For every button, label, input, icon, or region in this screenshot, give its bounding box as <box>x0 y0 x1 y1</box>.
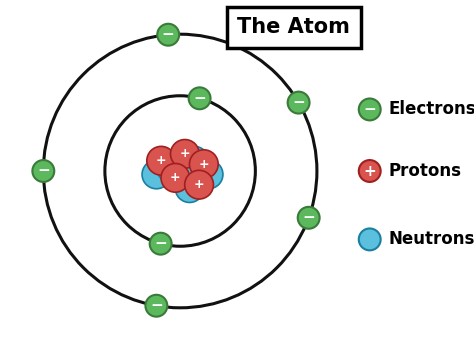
Circle shape <box>185 170 213 199</box>
Text: −: − <box>150 298 163 313</box>
Circle shape <box>150 233 172 255</box>
Text: −: − <box>364 102 376 117</box>
Text: +: + <box>156 154 166 167</box>
Text: −: − <box>292 95 305 110</box>
Circle shape <box>180 146 209 175</box>
Circle shape <box>147 146 175 175</box>
Circle shape <box>146 295 167 317</box>
Text: +: + <box>170 171 181 184</box>
Text: −: − <box>154 236 167 251</box>
Circle shape <box>189 87 210 109</box>
Text: −: − <box>193 91 206 106</box>
Text: −: − <box>162 27 174 42</box>
Circle shape <box>156 153 185 182</box>
Text: Neutrons: Neutrons <box>389 231 474 248</box>
Circle shape <box>359 228 381 250</box>
Circle shape <box>359 98 381 120</box>
Text: +: + <box>364 163 376 179</box>
Text: −: − <box>302 210 315 225</box>
Circle shape <box>175 174 204 202</box>
Circle shape <box>161 163 190 192</box>
Circle shape <box>157 24 179 46</box>
Circle shape <box>194 160 223 189</box>
Circle shape <box>190 150 218 179</box>
Circle shape <box>298 207 319 229</box>
Text: +: + <box>180 147 190 160</box>
Circle shape <box>288 92 310 114</box>
Circle shape <box>171 140 199 168</box>
Circle shape <box>142 160 171 189</box>
Text: −: − <box>37 163 50 179</box>
Text: Protons: Protons <box>389 162 462 180</box>
Text: +: + <box>194 178 204 191</box>
Text: The Atom: The Atom <box>237 17 350 37</box>
Circle shape <box>359 160 381 182</box>
Circle shape <box>32 160 54 182</box>
Text: Electrons: Electrons <box>389 101 474 118</box>
Text: +: + <box>199 158 209 171</box>
